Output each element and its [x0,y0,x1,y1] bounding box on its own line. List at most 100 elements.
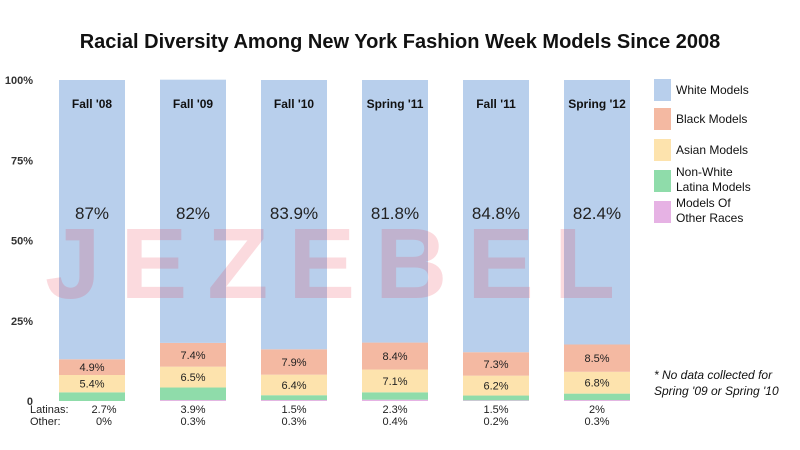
segment-value-label: 7.4% [180,350,205,362]
segment-value-label: 7.1% [382,376,407,388]
segment-value-label: 5.4% [79,379,104,391]
white-value-label: 87% [75,204,109,223]
black-models-segment [59,359,125,375]
black-models-segment [261,349,327,375]
models-of-other-races-segment [463,400,529,401]
non-white-latina-models-segment [362,392,428,400]
white-models-segment [59,80,125,360]
latinas-value-label: 2.7% [91,404,116,416]
legend-swatch [654,201,671,223]
white-value-label: 81.8% [371,204,419,223]
category-label: Fall '08 [72,97,113,111]
legend: White Models Black Models Asian Models Non-… [654,79,751,225]
white-value-label: 82% [176,204,210,223]
y-tick-label: 25% [11,316,33,328]
models-of-other-races-segment [261,400,327,401]
asian-models-segment [59,374,125,393]
legend-label: Non-White [676,165,733,179]
category-label: Spring '11 [367,97,424,111]
segment-value-label: 7.9% [281,357,306,369]
models-of-other-races-segment [160,400,226,401]
black-models-segment [463,352,529,376]
footnote-line: Spring '09 or Spring '10 [654,384,779,398]
y-axis: 0 25% 50% 75% 100% [5,75,33,408]
white-models-segment [564,80,630,345]
asian-models-segment [463,375,529,396]
asian-models-segment [362,369,428,393]
category-label: Fall '11 [476,97,516,111]
watermark-logo: JEZEBEL [45,208,635,320]
other-value-label: 0.4% [382,416,407,428]
white-models-segment [261,80,327,350]
white-value-label: 82.4% [573,204,621,223]
y-tick-label: 0 [27,396,33,408]
latinas-value-label: 2.3% [382,404,407,416]
black-models-segment [160,342,226,367]
legend-swatch [654,79,671,101]
other-row-label: Other: [30,416,61,428]
segment-value-label: 6.8% [584,378,609,390]
category-label: Spring '12 [568,97,626,111]
other-value-label: 0.3% [281,416,306,428]
white-models-segment [362,80,428,343]
asian-models-segment [160,366,226,388]
segment-value-label: 6.5% [180,372,205,384]
segment-value-label: 6.4% [281,380,306,392]
y-tick-label: 50% [11,236,33,248]
white-value-label: 84.8% [472,204,520,223]
white-value-label: 83.9% [270,204,318,223]
models-of-other-races-segment [564,400,630,401]
non-white-latina-models-segment [564,393,630,401]
asian-models-segment [564,371,630,394]
latinas-value-label: 3.9% [180,404,205,416]
other-value-label: 0.2% [483,416,508,428]
legend-swatch [654,108,671,130]
legend-label: Other Races [676,211,743,225]
non-white-latina-models-segment [59,392,125,401]
legend-swatch [654,170,671,192]
black-models-segment [362,342,428,370]
non-white-latina-models-segment [160,387,226,401]
segment-value-label: 7.3% [483,359,508,371]
latinas-row-label: Latinas: [30,404,69,416]
legend-label: Asian Models [676,143,748,157]
category-label: Fall '10 [274,97,315,111]
non-white-latina-models-segment [261,395,327,401]
segment-value-label: 8.4% [382,351,407,363]
latinas-value-label: 1.5% [483,404,508,416]
bar-column: 6.2% 7.3% Fall '11 84.8% [463,80,529,401]
footnote-line: * No data collected for [654,368,773,382]
other-value-label: 0.3% [584,416,609,428]
legend-label: Latina Models [676,180,751,194]
legend-label: Black Models [676,112,747,126]
legend-label: White Models [676,83,749,97]
models-of-other-races-segment [362,399,428,401]
bar-column: 5.4% 4.9% Fall '08 87% [59,80,125,401]
latinas-value-label: 1.5% [281,404,306,416]
segment-value-label: 6.2% [483,381,508,393]
footnote: * No data collected for Spring '09 or Spr… [654,368,779,398]
latinas-value-label: 2% [589,404,605,416]
bottom-row-labels: Latinas:Other:2.7%0%3.9%0.3%1.5%0.3%2.3%… [30,404,610,428]
legend-label: Models Of [676,196,731,210]
bar-column: 6.4% 7.9% Fall '10 83.9% [261,80,327,401]
segment-value-label: 4.9% [79,362,104,374]
black-models-segment [564,344,630,372]
asian-models-segment [261,374,327,396]
non-white-latina-models-segment [463,395,529,401]
segment-value-label: 8.5% [584,353,609,365]
legend-swatch [654,139,671,161]
bar-column: 7.1% 8.4% Spring '11 81.8% [362,80,428,401]
white-models-segment [463,80,529,353]
other-value-label: 0.3% [180,416,205,428]
y-tick-label: 75% [11,155,33,167]
category-label: Fall '09 [173,97,214,111]
chart-title: Racial Diversity Among New York Fashion … [80,31,721,53]
bar-column: 6.8% 8.5% Spring '12 82.4% [564,80,630,401]
other-value-label: 0% [96,416,112,428]
white-models-segment [160,79,226,343]
y-tick-label: 100% [5,75,33,87]
bar-column: 6.5% 7.4% Fall '09 82% [160,79,226,401]
